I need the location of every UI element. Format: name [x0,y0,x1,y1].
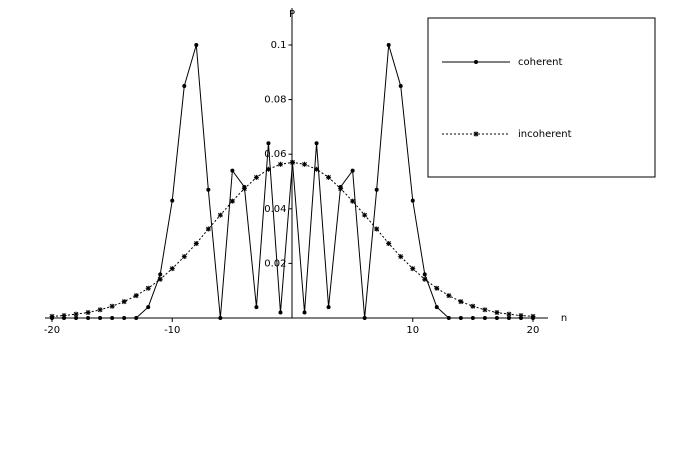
data-point [278,310,283,315]
data-point [350,198,356,204]
data-point [374,187,379,192]
data-point [398,83,403,88]
y-tick-label: 0.08 [264,95,286,106]
data-point [181,254,187,260]
data-point [230,168,235,173]
data-point [133,293,139,299]
data-point [362,316,367,320]
data-point [157,276,163,282]
data-point [386,43,391,47]
data-point [518,313,524,319]
data-point [277,161,283,167]
x-axis-label: n [561,313,567,324]
legend-marker [473,131,479,137]
data-point [97,307,103,313]
data-point [74,316,79,320]
data-point [265,166,271,172]
data-point [302,310,307,315]
data-point [266,141,271,146]
data-point [49,313,55,319]
data-point [217,212,223,218]
data-point [61,313,67,319]
legend-box [427,17,656,178]
data-point [182,83,187,88]
data-point [73,311,79,317]
data-point [85,310,91,316]
data-point [326,174,332,180]
data-point [326,305,331,310]
data-point [338,186,344,192]
data-point [434,305,439,310]
data-point [253,174,259,180]
data-point [398,254,404,260]
data-point [470,303,476,309]
data-point [410,266,416,272]
data-point [158,272,163,277]
data-point [494,316,499,320]
data-point [422,272,427,277]
data-point [218,316,223,320]
data-point [254,305,259,310]
data-point [110,316,115,320]
legend-label: coherent [518,57,562,68]
data-point [302,161,308,167]
y-tick-label: 0.1 [271,40,287,51]
data-point [290,159,295,165]
y-tick-label: 0.06 [264,149,286,160]
data-point [470,316,475,320]
data-point [194,43,199,47]
y-tick-label: 0.02 [264,258,286,269]
data-point [122,316,127,320]
data-point [506,311,512,317]
data-point [170,198,175,203]
data-point [530,313,536,319]
y-tick-label: 0.04 [264,204,286,215]
x-tick-label: 20 [527,325,540,336]
data-point [374,226,380,232]
data-point [314,141,319,146]
data-point [362,212,368,218]
legend-label: incoherent [518,129,572,140]
data-point [410,198,415,203]
data-point [314,166,320,172]
data-point [121,299,127,305]
data-point [134,316,139,320]
data-point [109,303,115,309]
data-point [350,168,355,173]
data-point [434,285,440,291]
data-point [205,226,211,232]
data-point [229,198,235,204]
data-point [241,186,247,192]
data-point [86,316,91,320]
data-point [446,316,451,320]
data-point [206,187,211,192]
data-point [482,316,487,320]
data-point [446,293,452,299]
data-point [422,276,428,282]
data-point [506,316,511,320]
legend-marker [474,60,478,64]
data-point [169,266,175,272]
x-tick-label: 10 [406,325,419,336]
data-point [482,307,488,313]
data-point [145,285,151,291]
x-tick-label: -10 [164,325,180,336]
x-tick-label: -20 [44,325,60,336]
y-axis-label: P [289,9,295,20]
data-point [458,316,463,320]
data-point [146,305,151,310]
data-point [386,240,392,246]
data-point [494,310,500,316]
data-point [458,299,464,305]
data-point [98,316,103,320]
data-point [193,240,199,246]
